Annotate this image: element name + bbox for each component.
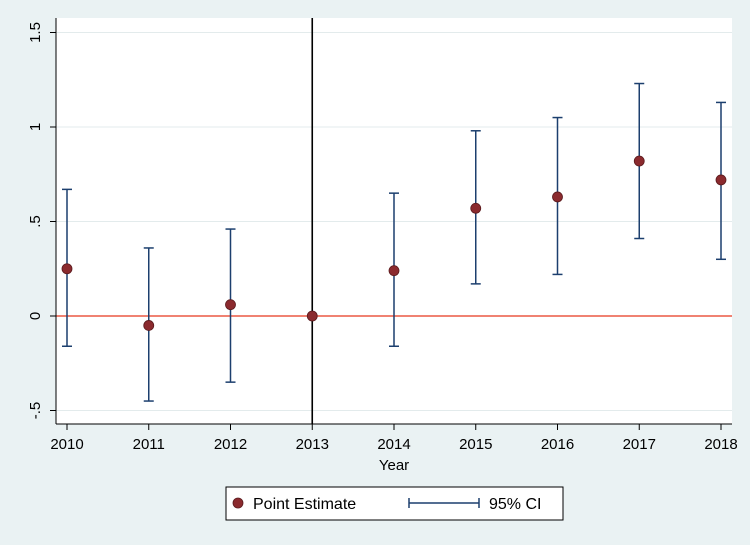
point-estimates bbox=[61, 155, 727, 331]
x-tick-label: 2010 bbox=[50, 436, 83, 453]
legend-ci-symbol bbox=[408, 498, 480, 508]
y-ticks: -.5 0 .5 1 1.5 bbox=[27, 22, 56, 419]
y-tick-label: .5 bbox=[27, 215, 44, 228]
y-tick-label: -.5 bbox=[27, 402, 44, 420]
legend-label-ci: 95% CI bbox=[489, 496, 541, 513]
x-ticks: 2010 2011 2012 2013 2014 2015 2016 2017 2018 bbox=[50, 424, 738, 453]
point-estimate-marker bbox=[61, 263, 73, 275]
x-tick-label: 2018 bbox=[704, 436, 737, 453]
point-estimate-marker bbox=[143, 320, 155, 331]
legend-label-point-estimate: Point Estimate bbox=[253, 496, 356, 513]
x-tick-label: 2016 bbox=[541, 436, 574, 453]
x-tick-label: 2014 bbox=[377, 436, 410, 453]
point-estimate-marker bbox=[388, 265, 400, 277]
point-estimate-marker bbox=[306, 310, 318, 322]
point-estimate-marker bbox=[633, 155, 645, 167]
legend-box bbox=[225, 486, 564, 521]
y-tick-label: 1.5 bbox=[27, 22, 44, 43]
point-estimate-marker bbox=[715, 174, 727, 186]
x-tick-label: 2017 bbox=[623, 436, 656, 453]
point-estimate-marker bbox=[552, 191, 563, 203]
x-tick-label: 2015 bbox=[459, 436, 492, 453]
x-tick-label: 2011 bbox=[133, 436, 165, 453]
point-estimate-marker bbox=[470, 202, 482, 214]
point-estimate-marker bbox=[225, 299, 236, 311]
y-tick-label: 1 bbox=[27, 123, 44, 131]
x-tick-label: 2013 bbox=[296, 436, 329, 453]
legend-point-symbol bbox=[232, 497, 244, 509]
legend: Point Estimate 95% CI bbox=[225, 486, 564, 521]
x-tick-label: 2012 bbox=[214, 436, 247, 453]
x-axis-title: Year bbox=[379, 457, 409, 474]
y-tick-label: 0 bbox=[27, 312, 44, 320]
